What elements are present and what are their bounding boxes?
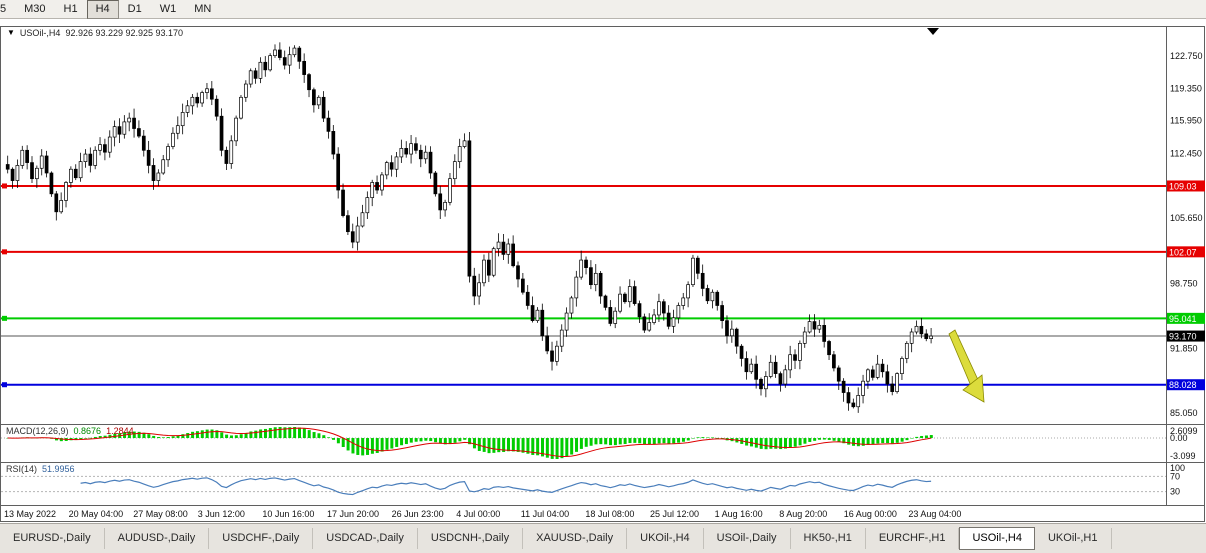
svg-text:2.6099: 2.6099 bbox=[1170, 426, 1198, 436]
price-axis-tags: 109.03 102.07 95.041 88.028 93.170 bbox=[1167, 180, 1205, 391]
svg-text:23 Aug 04:00: 23 Aug 04:00 bbox=[908, 509, 961, 519]
svg-text:85.050: 85.050 bbox=[1170, 408, 1198, 418]
chart-ohlc-label: 92.926 93.229 92.925 93.170 bbox=[65, 28, 184, 38]
hline-handle[interactable] bbox=[2, 183, 7, 189]
price-axis[interactable] bbox=[1166, 26, 1206, 505]
macd-name: MACD(12,26,9) bbox=[6, 426, 69, 436]
price-axis-labels: 122.750 119.350 115.950 112.450 105.650 98.75… bbox=[1170, 51, 1203, 418]
chart-title: ▼ USOil-,H4 92.926 93.229 92.925 93.170 bbox=[7, 28, 183, 38]
svg-text:70: 70 bbox=[1170, 471, 1180, 481]
timeframe-button-w1[interactable]: W1 bbox=[159, 2, 177, 15]
svg-text:93.170: 93.170 bbox=[1169, 332, 1197, 342]
chart-tab-audusd-daily[interactable]: AUDUSD-,Daily bbox=[105, 528, 210, 549]
chart-tab-usdchf-daily[interactable]: USDCHF-,Daily bbox=[209, 528, 314, 549]
svg-text:17 Jun 20:00: 17 Jun 20:00 bbox=[327, 509, 379, 519]
rsi-indicator-label: RSI(14) 51.9956 bbox=[6, 464, 75, 474]
chart-tab-usoil-daily[interactable]: USOil-,Daily bbox=[704, 528, 791, 549]
candlestick-series bbox=[5, 42, 933, 413]
rsi-line bbox=[80, 477, 932, 496]
svg-text:95.041: 95.041 bbox=[1169, 314, 1197, 324]
svg-text:27 May 08:00: 27 May 08:00 bbox=[133, 509, 188, 519]
macd-axis-labels: 2.60990.00 -3.099 bbox=[1170, 426, 1198, 461]
timeframe-button-h1[interactable]: H1 bbox=[63, 2, 78, 15]
chart-tab-xauusd-daily[interactable]: XAUUSD-,Daily bbox=[523, 528, 628, 549]
timeframe-button-d1[interactable]: D1 bbox=[127, 2, 142, 15]
chart-tab-eurusd-daily[interactable]: EURUSD-,Daily bbox=[0, 528, 105, 549]
chart-tab-usoil-h4[interactable]: USOil-,H4 bbox=[959, 527, 1035, 550]
svg-text:91.850: 91.850 bbox=[1170, 344, 1198, 354]
svg-text:13 May 2022: 13 May 2022 bbox=[4, 509, 56, 519]
rsi-name: RSI(14) bbox=[6, 464, 38, 474]
svg-text:-3.099: -3.099 bbox=[1170, 451, 1196, 461]
timeframe-toolbar: 5 M30 H1 H4 D1 W1 MN bbox=[0, 0, 1206, 19]
svg-text:16 Aug 00:00: 16 Aug 00:00 bbox=[844, 509, 897, 519]
svg-text:25 Jul 12:00: 25 Jul 12:00 bbox=[650, 509, 699, 519]
svg-text:3 Jun 12:00: 3 Jun 12:00 bbox=[198, 509, 245, 519]
svg-text:0.00: 0.00 bbox=[1170, 433, 1188, 443]
svg-text:20 May 04:00: 20 May 04:00 bbox=[69, 509, 124, 519]
svg-text:100: 100 bbox=[1170, 463, 1185, 473]
svg-text:1 Aug 16:00: 1 Aug 16:00 bbox=[715, 509, 763, 519]
svg-text:115.950: 115.950 bbox=[1170, 115, 1202, 125]
svg-text:88.028: 88.028 bbox=[1169, 380, 1197, 390]
svg-text:102.07: 102.07 bbox=[1169, 247, 1197, 257]
svg-text:4 Jul 00:00: 4 Jul 00:00 bbox=[456, 509, 500, 519]
svg-text:30: 30 bbox=[1170, 487, 1180, 497]
svg-text:26 Jun 23:00: 26 Jun 23:00 bbox=[392, 509, 444, 519]
svg-text:11 Jul 04:00: 11 Jul 04:00 bbox=[521, 509, 569, 519]
svg-text:122.750: 122.750 bbox=[1170, 51, 1203, 61]
chart-marker-icon: ▼ bbox=[7, 28, 15, 37]
hline-handle[interactable] bbox=[2, 249, 7, 255]
chart-tab-eurchf-h1[interactable]: EURCHF-,H1 bbox=[866, 528, 960, 549]
macd-signal-line bbox=[7, 427, 932, 458]
macd-indicator-label: MACD(12,26,9) 0.8676 1.2844 bbox=[6, 426, 134, 436]
macd-value-signal: 1.2844 bbox=[106, 426, 134, 436]
chart-tab-ukoil-h1[interactable]: UKOil-,H1 bbox=[1035, 528, 1112, 549]
macd-value-main: 0.8676 bbox=[73, 426, 102, 436]
svg-text:105.650: 105.650 bbox=[1170, 213, 1203, 223]
chart-tab-hk50-h1[interactable]: HK50-,H1 bbox=[791, 528, 866, 549]
time-axis-labels: 13 May 2022 20 May 04:00 27 May 08:00 3 Jun… bbox=[4, 509, 961, 519]
svg-text:18 Jul 08:00: 18 Jul 08:00 bbox=[585, 509, 634, 519]
chart-symbol-label: USOil-,H4 bbox=[19, 28, 61, 38]
chart-tab-usdcad-daily[interactable]: USDCAD-,Daily bbox=[313, 528, 418, 549]
chart-tab-usdcnh-daily[interactable]: USDCNH-,Daily bbox=[418, 528, 524, 549]
svg-text:119.350: 119.350 bbox=[1170, 83, 1202, 93]
timeframe-button-h4[interactable]: H4 bbox=[86, 0, 119, 19]
time-axis[interactable] bbox=[0, 505, 1166, 522]
timeframe-button-mn[interactable]: MN bbox=[194, 2, 212, 15]
rsi-axis-labels: 10070 30 bbox=[1170, 463, 1185, 497]
hline-handle[interactable] bbox=[2, 315, 7, 321]
svg-text:8 Aug 20:00: 8 Aug 20:00 bbox=[779, 509, 827, 519]
yellow-arrow-annotation[interactable] bbox=[948, 329, 985, 403]
svg-text:10 Jun 16:00: 10 Jun 16:00 bbox=[262, 509, 314, 519]
hline-handle[interactable] bbox=[2, 382, 7, 388]
chart-tab-bar: EURUSD-,Daily AUDUSD-,Daily USDCHF-,Daily U… bbox=[0, 523, 1206, 553]
chart-background bbox=[0, 26, 1206, 522]
svg-text:112.450: 112.450 bbox=[1170, 149, 1202, 159]
timeframe-button-m30[interactable]: M30 bbox=[24, 2, 46, 15]
chart-tab-ukoil-h4[interactable]: UKOil-,H4 bbox=[627, 528, 704, 549]
right-shift-marker-icon[interactable] bbox=[927, 28, 939, 35]
svg-text:98.750: 98.750 bbox=[1170, 278, 1198, 288]
rsi-value: 51.9956 bbox=[42, 464, 75, 474]
timeframe-button-5[interactable]: 5 bbox=[0, 2, 7, 15]
svg-text:109.03: 109.03 bbox=[1169, 181, 1197, 191]
